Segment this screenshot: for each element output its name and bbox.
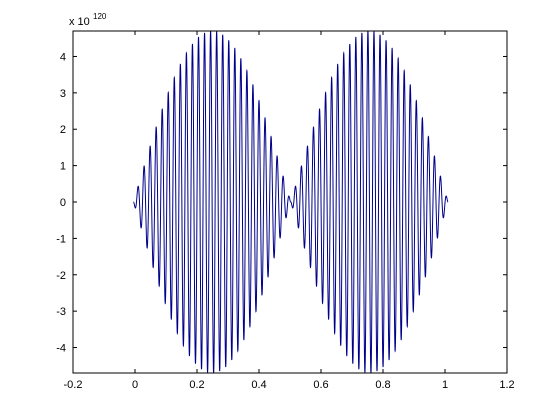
y-tick-label: 2: [60, 124, 66, 136]
y-axis-ticks: -4 -3 -2 -1 0 1 2 3 4: [56, 51, 507, 355]
x-tick-label: 0.2: [189, 379, 204, 391]
signal-layer: [133, 31, 449, 373]
y-tick-label: -2: [56, 270, 66, 282]
y-tick-label: -3: [56, 306, 66, 318]
y-tick-label: 4: [60, 51, 66, 63]
x-tick-label: 0: [132, 379, 138, 391]
x-axis-ticks: -0.2 0 0.2 0.4 0.6 0.8 1 1.2: [64, 31, 515, 391]
x-tick-label: 0.4: [251, 379, 266, 391]
x-tick-label: 0.6: [313, 379, 328, 391]
y-tick-label: -4: [56, 343, 66, 355]
x-tick-label: 1: [442, 379, 448, 391]
x-tick-label: -0.2: [64, 379, 83, 391]
y-tick-label: 3: [60, 88, 66, 100]
y-tick-label: 0: [60, 197, 66, 209]
y-exponent-power: 120: [93, 12, 107, 21]
y-exponent-base: x 10: [69, 16, 90, 28]
y-exponent-label: x 10 120: [69, 12, 107, 28]
y-tick-label: -1: [56, 233, 66, 245]
y-tick-label: 1: [60, 161, 66, 173]
x-tick-label: 1.2: [499, 379, 514, 391]
signal-line: [133, 31, 449, 373]
x-tick-label: 0.8: [375, 379, 390, 391]
